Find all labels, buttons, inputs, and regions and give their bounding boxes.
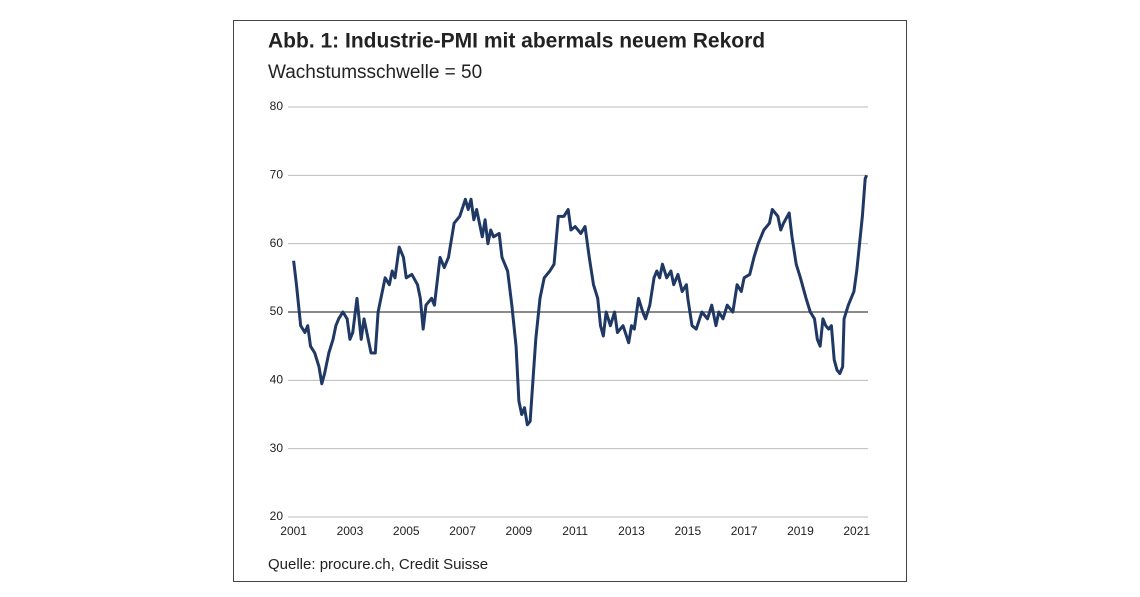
y-tick-label: 30	[270, 441, 284, 455]
y-tick-label: 70	[270, 168, 284, 182]
chart-title: Abb. 1: Industrie-PMI mit abermals neuem…	[268, 30, 765, 53]
source: Quelle: procure.ch, Credit Suisse	[268, 556, 488, 573]
x-tick-label: 2009	[506, 524, 533, 538]
y-tick-label: 80	[270, 99, 284, 113]
data-line	[292, 174, 868, 427]
y-tick-label: 40	[270, 373, 284, 387]
x-tick-label: 2017	[731, 524, 758, 538]
y-tick-label: 60	[270, 236, 284, 250]
x-tick-label: 2015	[674, 524, 701, 538]
frame	[233, 20, 907, 582]
x-tick-label: 2019	[787, 524, 814, 538]
x-tick-label: 2003	[337, 524, 364, 538]
y-tick-label: 50	[270, 304, 284, 318]
x-tick-label: 2005	[393, 524, 420, 538]
x-tick-label: 2021	[843, 524, 870, 538]
chart-subtitle: Wachstumsschwelle = 50	[268, 62, 482, 83]
x-tick-label: 2007	[449, 524, 476, 538]
x-tick-label: 2011	[562, 524, 588, 538]
y-tick-label: 20	[270, 509, 284, 523]
x-tick-label: 2001	[280, 524, 307, 538]
x-tick-label: 2013	[618, 524, 645, 538]
